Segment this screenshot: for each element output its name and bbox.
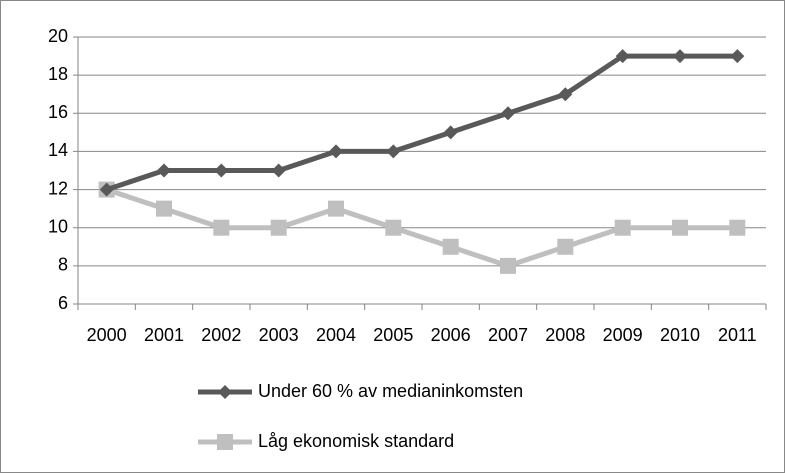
marker bbox=[270, 219, 287, 236]
y-tick-label: 16 bbox=[48, 102, 68, 122]
marker bbox=[614, 219, 631, 236]
legend-label: Låg ekonomisk standard bbox=[258, 431, 454, 451]
marker bbox=[329, 144, 343, 159]
marker bbox=[217, 434, 233, 450]
x-tick-label: 2000 bbox=[87, 325, 127, 345]
x-tick-label: 2004 bbox=[316, 325, 356, 345]
legend-label: Under 60 % av medianinkomsten bbox=[258, 381, 523, 401]
y-tick-label: 20 bbox=[48, 26, 68, 46]
marker bbox=[328, 200, 344, 217]
x-tick-label: 2003 bbox=[259, 325, 299, 345]
y-tick-label: 14 bbox=[48, 140, 68, 160]
y-tick-label: 18 bbox=[48, 64, 68, 84]
y-tick-label: 10 bbox=[48, 216, 68, 236]
marker bbox=[214, 163, 229, 178]
marker bbox=[271, 163, 286, 178]
x-tick-label: 2001 bbox=[144, 325, 184, 345]
x-tick-label: 2009 bbox=[603, 325, 643, 345]
marker bbox=[730, 49, 745, 64]
marker bbox=[385, 219, 402, 236]
marker bbox=[615, 49, 630, 64]
y-tick-label: 6 bbox=[58, 293, 68, 313]
series-line bbox=[105, 187, 738, 269]
marker bbox=[557, 238, 574, 255]
marker bbox=[558, 87, 573, 102]
marker bbox=[213, 219, 230, 236]
y-tick-label: 8 bbox=[58, 255, 68, 275]
x-tick-label: 2010 bbox=[660, 325, 700, 345]
marker bbox=[386, 144, 401, 159]
x-tick-label: 2002 bbox=[201, 325, 241, 345]
marker bbox=[443, 125, 458, 140]
marker bbox=[99, 182, 114, 197]
marker bbox=[442, 238, 459, 255]
marker bbox=[501, 106, 515, 121]
marker bbox=[672, 219, 688, 236]
x-tick-label: 2005 bbox=[373, 325, 413, 345]
marker bbox=[673, 49, 687, 64]
marker bbox=[156, 200, 172, 217]
x-tick-label: 2006 bbox=[431, 325, 471, 345]
marker bbox=[218, 385, 232, 399]
series-line bbox=[105, 53, 738, 192]
y-tick-label: 12 bbox=[48, 178, 68, 198]
marker bbox=[157, 163, 171, 178]
x-tick-label: 2011 bbox=[718, 325, 757, 345]
marker bbox=[500, 257, 516, 274]
marker bbox=[729, 219, 746, 236]
x-tick-label: 2007 bbox=[488, 325, 528, 345]
x-tick-label: 2008 bbox=[545, 325, 585, 345]
